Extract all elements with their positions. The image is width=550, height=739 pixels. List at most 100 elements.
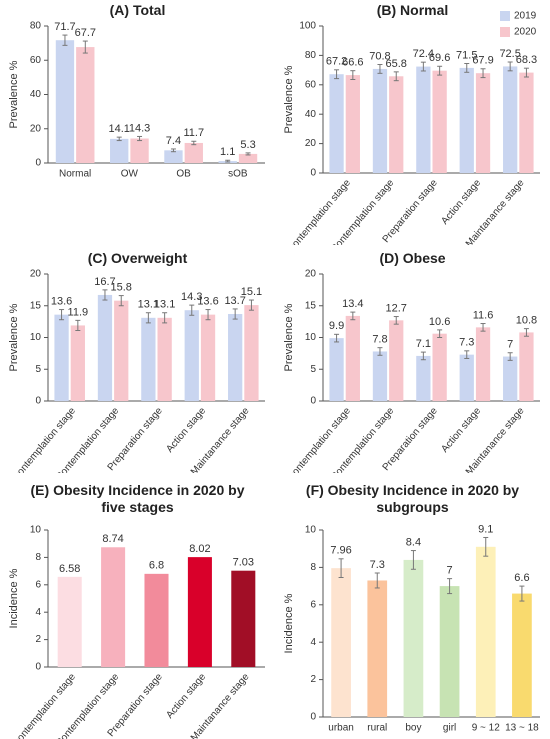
y-tick-label: 0 xyxy=(35,662,41,673)
bar xyxy=(512,593,532,717)
data-label: 9.1 xyxy=(478,523,493,535)
data-label: 13.1 xyxy=(154,299,175,311)
bar xyxy=(389,76,404,173)
bar xyxy=(54,314,69,401)
y-tick-label: 8 xyxy=(35,552,41,563)
bar xyxy=(459,67,474,173)
error-bar xyxy=(62,34,68,46)
x-tick-label: Action stage xyxy=(164,671,208,721)
error-bar xyxy=(162,312,168,324)
y-tick-label: 6 xyxy=(35,579,41,590)
bar xyxy=(114,300,129,401)
bar xyxy=(367,580,388,717)
bar xyxy=(144,573,169,667)
bar xyxy=(345,315,360,401)
y-tick-label: 20 xyxy=(305,269,317,280)
y-tick-label: 15 xyxy=(30,300,42,311)
data-label: 10.6 xyxy=(429,316,450,328)
bar xyxy=(70,325,85,401)
error-bar xyxy=(519,585,525,602)
chart: 0 2 4 6 8 10 Incidence % urban 7.96 rural 7.3 boy 8.… xyxy=(283,523,540,734)
data-label: 66.6 xyxy=(342,57,363,69)
error-bar xyxy=(248,299,254,311)
bar xyxy=(164,150,183,163)
error-bar xyxy=(377,64,383,74)
bar xyxy=(76,47,95,163)
bar xyxy=(345,75,360,173)
bar xyxy=(101,547,126,667)
error-bar xyxy=(102,289,108,301)
bar xyxy=(244,305,259,401)
y-axis-label: Incidence % xyxy=(283,593,295,653)
y-tick-label: 10 xyxy=(30,525,42,536)
bar xyxy=(475,546,496,717)
error-bar xyxy=(410,550,416,570)
data-label: 15.1 xyxy=(241,286,262,298)
data-label: 6.58 xyxy=(59,563,80,575)
y-axis-label: Incidence % xyxy=(8,568,20,628)
data-label: 72.5 xyxy=(499,48,520,60)
chart-panel: 0 5 10 15 20 Prevalence % Precontemplation sta… xyxy=(275,248,550,473)
data-label: 15.8 xyxy=(111,281,132,293)
error-bar xyxy=(334,69,340,80)
data-label: 69.6 xyxy=(429,52,450,64)
y-tick-label: 40 xyxy=(30,89,42,100)
y-tick-label: 8 xyxy=(310,562,316,573)
bar xyxy=(372,351,388,401)
error-bar xyxy=(191,140,197,146)
y-tick-label: 60 xyxy=(305,79,317,90)
bar xyxy=(416,66,431,173)
chart-panel: 0 20 40 60 80 100 Prevalence % Precontemplation… xyxy=(275,0,550,245)
data-label: 8.02 xyxy=(189,543,210,555)
error-bar xyxy=(437,329,443,338)
y-tick-label: 80 xyxy=(30,21,42,32)
error-bar xyxy=(377,347,383,356)
chart-title: (C) Overweight xyxy=(87,250,188,266)
x-tick-label: 9 ~ 12 xyxy=(472,723,501,734)
data-label: 16.7 xyxy=(94,276,115,288)
y-tick-label: 10 xyxy=(305,332,317,343)
y-tick-label: 15 xyxy=(305,300,317,311)
data-label: 7.96 xyxy=(330,545,351,557)
y-tick-label: 0 xyxy=(310,712,316,723)
error-bar xyxy=(464,350,470,359)
error-bar xyxy=(420,61,426,72)
legend-swatch xyxy=(500,27,510,37)
data-label: 14.3 xyxy=(181,291,202,303)
bar xyxy=(519,332,534,401)
bar xyxy=(519,72,534,173)
bar xyxy=(416,355,431,401)
error-bar xyxy=(338,558,344,578)
x-tick-label: 13 ~ 18 xyxy=(505,723,539,734)
legend-swatch xyxy=(500,11,510,21)
error-bar xyxy=(116,136,122,142)
bar xyxy=(184,310,199,401)
x-tick-label: Action stage xyxy=(439,405,483,455)
chart-panel: 0 20 40 60 80 Prevalence % Normal 71.7 67.7 OW 14.… xyxy=(0,0,275,185)
y-tick-label: 20 xyxy=(30,269,42,280)
chart-title: (D) Obese xyxy=(379,250,446,266)
bar xyxy=(432,333,447,401)
y-tick-label: 20 xyxy=(305,138,317,149)
error-bar xyxy=(393,71,399,82)
error-bar xyxy=(483,536,489,557)
data-label: 13.7 xyxy=(224,295,245,307)
y-tick-label: 40 xyxy=(305,109,317,120)
data-label: 7.8 xyxy=(372,334,387,346)
x-tick-label: OB xyxy=(176,169,191,180)
y-axis-label: Prevalence % xyxy=(283,65,295,133)
x-tick-label: OW xyxy=(121,169,139,180)
data-label: 67.9 xyxy=(472,55,493,67)
data-label: 67.2 xyxy=(326,56,347,68)
x-tick-label: boy xyxy=(405,723,421,734)
error-bar xyxy=(480,68,486,79)
legend-label: 2019 xyxy=(514,11,537,22)
data-label: 12.7 xyxy=(386,302,407,314)
data-label: 8.4 xyxy=(406,536,421,548)
error-bar xyxy=(507,61,513,72)
bar xyxy=(200,314,216,401)
legend-label: 2020 xyxy=(514,27,537,38)
